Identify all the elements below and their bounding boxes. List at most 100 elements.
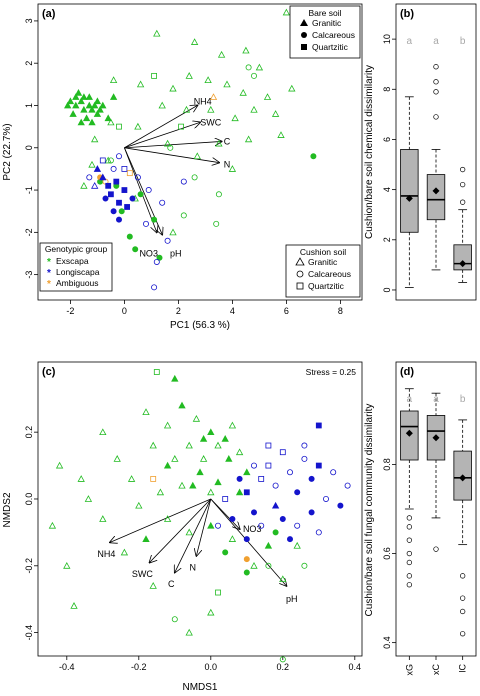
sample-point [228, 535, 237, 542]
env-vector-arrow [210, 498, 287, 586]
sample-point [153, 369, 160, 375]
env-vector-arrow [150, 498, 212, 562]
legend-genotypic-box [39, 242, 113, 292]
sample-point [243, 489, 250, 496]
sample-point [80, 93, 88, 100]
sample-point [236, 475, 243, 482]
sample-point [150, 476, 157, 482]
sample-point [102, 195, 109, 202]
legend-longiscapa-marker: * [47, 268, 51, 279]
sample-point [207, 105, 215, 113]
legend-cushion-granitic: Granitic [308, 257, 338, 267]
sample-point [279, 516, 286, 523]
y-tick-label: 6 [382, 137, 392, 142]
env-vector-arrow [175, 498, 212, 573]
sample-point [244, 135, 253, 143]
x-tick-label: xC [431, 664, 441, 676]
axis-ticks-a: -2 0 2 4 6 8 -3 -2 -1 0 1 2 3 [24, 18, 343, 316]
y-tick-label: 2 [24, 61, 34, 66]
sample-point [242, 46, 250, 54]
sample-point [185, 72, 193, 79]
sample-point [107, 118, 115, 126]
sample-point [193, 152, 201, 160]
sample-point [142, 220, 149, 227]
significance-letter: a [433, 394, 439, 405]
boxplots-b: 0 2 4 6 8 10 a a b [382, 34, 472, 292]
sample-point [222, 496, 229, 502]
sample-point [235, 448, 244, 456]
sample-point [215, 139, 223, 147]
sample-point [214, 441, 222, 449]
legend-ambiguous: Ambiguous [56, 278, 99, 288]
x-tick-label: 6 [284, 306, 289, 316]
sample-point [185, 441, 193, 449]
sample-point [191, 174, 198, 181]
sample-point [48, 521, 57, 529]
x-axis-title-a: PC1 (56.3 %) [170, 320, 230, 331]
legend-cushion-quartzitic-marker [296, 282, 304, 290]
sample-point [344, 482, 351, 489]
sample-point [225, 455, 233, 462]
boxplots-d: 0.4 0.6 0.8 a xG a xC b lC [382, 388, 472, 676]
sample-point [153, 29, 161, 37]
y-tick-label: 8 [382, 87, 392, 92]
sample-point [72, 93, 80, 100]
sample-point [196, 468, 204, 476]
sample-point [265, 462, 272, 469]
env-vector-label: N [190, 562, 197, 572]
legend-genotypic-title: Genotypic group [45, 244, 108, 254]
sample-point [265, 562, 272, 569]
legend-cushion-calcareous: Calcareous [308, 269, 351, 279]
sample-point [215, 589, 221, 596]
sample-point [223, 80, 231, 88]
legend-cushion-soil: Cushion soil Granitic Calcareous Quartzi… [285, 244, 361, 298]
sample-point [135, 501, 143, 509]
sample-point [142, 408, 150, 416]
sample-point [163, 461, 172, 469]
x-tick-label: -0.2 [131, 662, 147, 672]
sample-point [207, 521, 215, 529]
sample-point [93, 165, 102, 172]
sample-point [88, 105, 96, 113]
mean-marker [459, 260, 467, 268]
sample-point [235, 488, 244, 496]
sample-point [163, 515, 172, 522]
sample-point [163, 139, 172, 147]
mean-marker [405, 429, 413, 437]
env-vector-label: pH [286, 594, 298, 604]
sample-point [66, 97, 75, 105]
sample-point [279, 575, 287, 583]
sample-point [217, 50, 226, 58]
mean-marker [432, 187, 440, 195]
sample-point [178, 401, 186, 409]
x-tick-label: 0.4 [349, 662, 362, 672]
sample-point [315, 422, 322, 429]
sample-point [315, 462, 322, 469]
sample-point [77, 97, 85, 105]
sample-point [99, 173, 107, 181]
x-tick-label: 4 [230, 306, 235, 316]
y-axis-title-c: NMDS2 [2, 492, 13, 527]
legend-bare-calcareous: Calcareous [312, 30, 355, 40]
outlier-point [460, 595, 466, 601]
sample-point [91, 135, 99, 143]
sample-point [70, 602, 78, 609]
sample-point [149, 582, 157, 589]
sample-point [129, 195, 136, 202]
sample-point [214, 478, 222, 486]
sample-point [108, 191, 114, 198]
sample-point [116, 199, 122, 206]
x-tick-label: 8 [338, 306, 343, 316]
panel-b: (b) Cushion/bare soil chemical dissimila… [364, 3, 477, 301]
sample-point [118, 208, 125, 215]
y-tick-label: -1 [24, 186, 34, 194]
sample-point [185, 528, 193, 536]
sample-point [243, 569, 250, 576]
sample-point [99, 157, 106, 164]
env-vector-arrow [124, 141, 221, 149]
sample-point [279, 449, 286, 456]
sample-point [107, 157, 114, 164]
sample-point [180, 212, 187, 219]
env-vector-arrow [124, 147, 218, 163]
sample-point [134, 122, 142, 130]
